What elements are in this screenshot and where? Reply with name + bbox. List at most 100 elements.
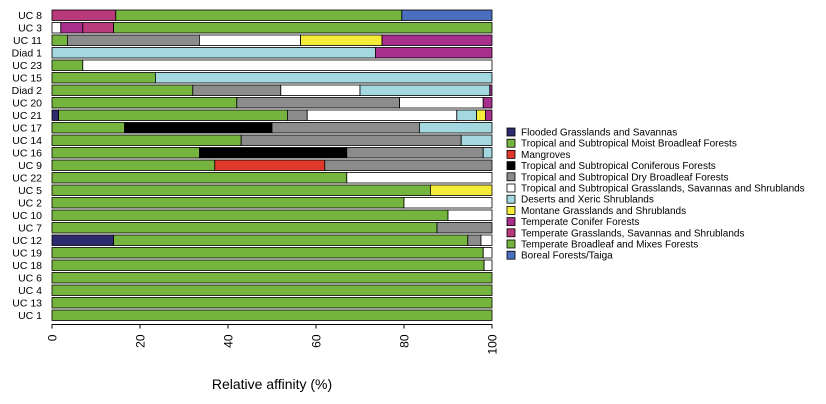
legend-label-deserts-and-xeric-shrublands: Deserts and Xeric Shrublands — [521, 195, 654, 206]
legend-label-boreal-forests-taiga: Boreal Forests/Taiga — [521, 251, 613, 262]
bar-uc-21-series-4 — [286, 109, 308, 121]
bar-uc-10-series-5 — [447, 209, 493, 221]
category-label-uc-3: UC 3 — [18, 23, 42, 35]
bar-diad-1-series-6 — [51, 47, 376, 59]
bar-uc-5-series-1 — [51, 184, 431, 196]
bar-diad-2-series-6 — [359, 84, 491, 96]
bar-uc-2-series-1 — [51, 197, 405, 209]
bar-uc-12-series-0 — [51, 234, 114, 246]
bar-uc-20-series-1 — [51, 97, 238, 109]
x-tick-label-20: 20 — [134, 334, 148, 348]
bar-uc-21-series-6 — [456, 109, 477, 121]
bar-uc-6-series-1 — [51, 272, 493, 284]
bar-uc-22-series-5 — [346, 172, 493, 184]
legend-label-tropical-and-subtropical-coniferous-forests: Tropical and Subtropical Coniferous Fore… — [521, 161, 716, 172]
category-label-uc-8: UC 8 — [18, 10, 42, 22]
bar-uc-14-series-6 — [460, 134, 493, 146]
bar-uc-20-series-5 — [399, 97, 484, 109]
bar-uc-12-series-1 — [113, 234, 469, 246]
bars-group — [51, 9, 493, 321]
bar-uc-1-series-1 — [51, 309, 493, 321]
bar-uc-16-series-1 — [51, 147, 200, 159]
bar-uc-8-series-11 — [401, 9, 493, 21]
legend-swatch-11 — [506, 250, 516, 260]
bar-uc-18-series-5 — [483, 259, 493, 271]
bar-uc-21-series-8 — [484, 109, 493, 121]
category-label-uc-4: UC 4 — [18, 285, 42, 297]
bar-uc-3-series-9 — [82, 22, 115, 34]
bar-uc-19-series-5 — [482, 247, 493, 259]
legend-label-temperate-broadleaf-and-mixes-forests: Temperate Broadleaf and Mixes Forests — [521, 240, 698, 251]
legend-swatch-2 — [506, 149, 516, 159]
legend-label-tropical-and-subtropical-dry-broadleaf-forests: Tropical and Subtropical Dry Broadleaf F… — [521, 172, 729, 183]
x-axis-label: Relative affinity (%) — [212, 376, 332, 392]
bar-uc-16-series-4 — [346, 147, 484, 159]
legend-swatch-6 — [506, 194, 516, 204]
bar-uc-9-series-1 — [51, 159, 216, 171]
bar-uc-17-series-1 — [51, 122, 125, 134]
category-label-diad-1: Diad 1 — [12, 48, 43, 60]
category-label-uc-6: UC 6 — [18, 273, 42, 285]
legend-swatch-7 — [506, 205, 516, 215]
bar-uc-11-series-4 — [67, 34, 200, 46]
category-label-uc-21: UC 21 — [12, 110, 42, 122]
bar-uc-3-series-8 — [60, 22, 84, 34]
category-label-uc-11: UC 11 — [13, 35, 42, 47]
legend-swatch-3 — [506, 161, 516, 171]
bar-uc-11-series-8 — [381, 34, 493, 46]
bar-uc-16-series-3 — [198, 147, 348, 159]
category-label-uc-10: UC 10 — [12, 210, 42, 222]
category-label-uc-14: UC 14 — [12, 135, 42, 147]
bar-diad-2-series-8 — [489, 84, 493, 96]
x-tick-label-0: 0 — [46, 334, 60, 341]
bar-uc-2-series-5 — [403, 197, 493, 209]
bar-uc-14-series-1 — [51, 134, 242, 146]
category-label-uc-17: UC 17 — [12, 123, 42, 135]
bar-uc-3-series-5 — [51, 22, 62, 34]
bar-uc-19-series-1 — [51, 247, 484, 259]
bar-diad-2-series-4 — [192, 84, 282, 96]
legend-label-temperate-conifer-forests: Temperate Conifer Forests — [521, 217, 639, 228]
bar-uc-9-series-2 — [214, 159, 326, 171]
legend-label-tropical-and-subtropical-moist-broadleaf-forests: Tropical and Subtropical Moist Broadleaf… — [521, 139, 737, 150]
bar-uc-11-series-1 — [51, 34, 68, 46]
category-label-uc-16: UC 16 — [12, 148, 42, 160]
bar-uc-23-series-5 — [82, 59, 493, 71]
legend-label-temperate-grasslands-savannas-and-shrublands: Temperate Grasslands, Savannas and Shrub… — [521, 228, 744, 239]
legend-swatch-5 — [506, 183, 516, 193]
legend-label-flooded-grasslands-and-savannas: Flooded Grasslands and Savannas — [521, 128, 677, 139]
category-label-uc-12: UC 12 — [12, 235, 42, 247]
legend-swatch-10 — [506, 239, 516, 249]
category-label-uc-9: UC 9 — [18, 160, 42, 172]
bar-diad-1-series-8 — [374, 47, 493, 59]
category-label-uc-13: UC 13 — [12, 298, 42, 310]
bar-uc-21-series-5 — [306, 109, 458, 121]
bar-diad-2-series-1 — [51, 84, 194, 96]
category-label-diad-2: Diad 2 — [12, 85, 43, 97]
bar-uc-11-series-5 — [198, 34, 301, 46]
bar-uc-10-series-1 — [51, 209, 449, 221]
bar-uc-12-series-5 — [480, 234, 493, 246]
legend-swatch-4 — [506, 172, 516, 182]
bar-uc-7-series-1 — [51, 222, 438, 234]
bar-uc-18-series-1 — [51, 259, 485, 271]
bar-uc-5-series-7 — [429, 184, 493, 196]
category-label-uc-2: UC 2 — [18, 198, 42, 210]
bar-uc-21-series-0 — [51, 109, 59, 121]
bar-uc-4-series-1 — [51, 284, 493, 296]
legend-label-mangroves: Mangroves — [521, 150, 570, 161]
category-label-uc-20: UC 20 — [12, 98, 42, 110]
bar-diad-2-series-5 — [280, 84, 361, 96]
bar-uc-17-series-3 — [124, 122, 273, 134]
category-label-uc-22: UC 22 — [12, 173, 42, 185]
category-label-uc-5: UC 5 — [18, 185, 42, 197]
category-label-uc-15: UC 15 — [12, 73, 42, 85]
bar-uc-11-series-7 — [300, 34, 383, 46]
bar-uc-20-series-4 — [236, 97, 401, 109]
bar-uc-22-series-1 — [51, 172, 348, 184]
bar-uc-12-series-4 — [467, 234, 482, 246]
category-label-uc-19: UC 19 — [12, 248, 42, 260]
legend: Flooded Grasslands and SavannasTropical … — [506, 128, 805, 262]
